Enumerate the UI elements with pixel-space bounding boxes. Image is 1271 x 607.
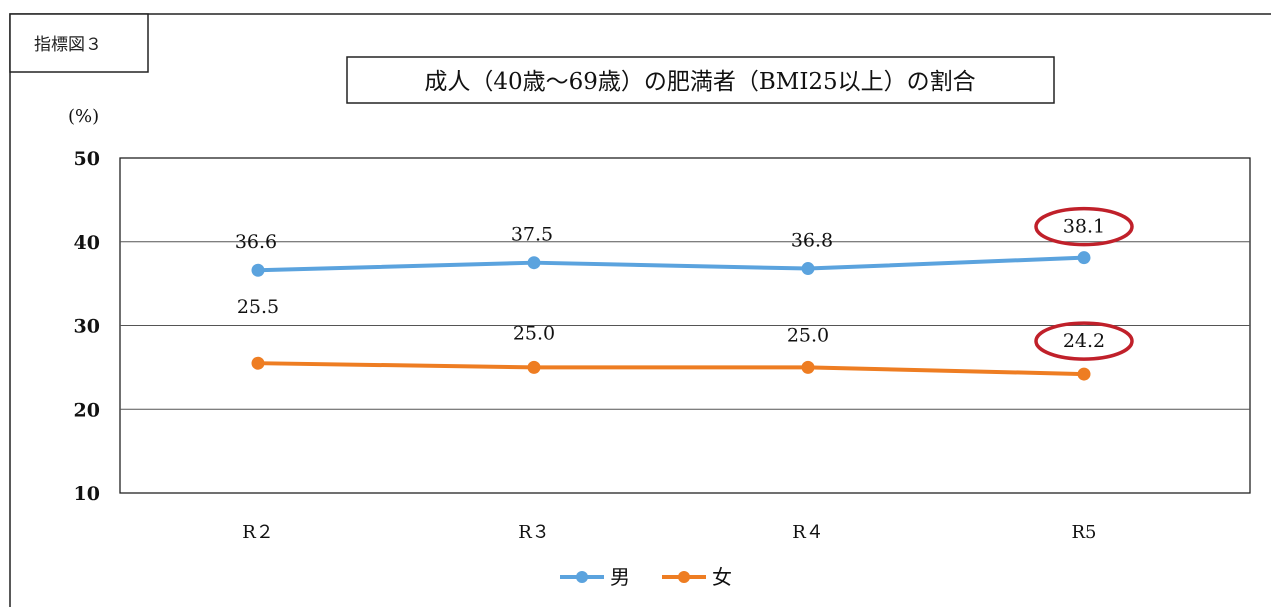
y-axis-ticks: 10 20 30 40 50 (74, 148, 100, 505)
series-1-data-label: 24.2 (1063, 330, 1105, 352)
y-tick-label: 10 (74, 483, 100, 505)
series-1-point (251, 356, 265, 370)
data-labels: 36.6 37.5 36.8 38.1 25.5 25.0 25.0 24.2 (235, 216, 1105, 352)
figure-tag: 指標図３ (34, 35, 102, 55)
series-0-point (251, 263, 265, 277)
y-tick-label: 40 (74, 232, 100, 254)
series-0-data-label: 36.8 (791, 230, 833, 252)
x-tick-label: R３ (518, 522, 550, 543)
figure-tag-box (9, 13, 149, 73)
series-1-point (801, 360, 815, 374)
y-tick-label: 20 (74, 399, 100, 421)
legend-label: 男 (610, 565, 630, 589)
legend-label: 女 (712, 565, 732, 589)
y-tick-label: 30 (74, 316, 100, 338)
series-1-data-label: 25.0 (513, 322, 555, 344)
series-1-point (1077, 367, 1091, 381)
y-unit-label: (%) (68, 106, 99, 127)
x-tick-label: R5 (1071, 522, 1096, 543)
x-tick-label: R４ (792, 522, 824, 543)
series-line-1 (257, 361, 1085, 377)
legend-swatch-marker (678, 571, 690, 583)
series-1-data-label: 25.0 (787, 324, 829, 346)
x-tick-label: R２ (242, 522, 274, 543)
series-1-point (527, 360, 541, 374)
series-1-data-label: 25.5 (237, 296, 279, 318)
x-axis-ticks: R２ R３ R４ R5 (242, 522, 1096, 543)
series-0-point (527, 256, 541, 270)
series-0-data-label: 36.6 (235, 231, 277, 253)
series-layer (251, 251, 1091, 381)
legend-swatch-marker (576, 571, 588, 583)
series-0-point (801, 262, 815, 276)
highlight-ellipse (1034, 321, 1134, 361)
series-0-point (1077, 251, 1091, 265)
y-tick-label: 50 (74, 148, 100, 170)
series-0-data-label: 38.1 (1063, 216, 1105, 238)
chart-legend: 男女 (560, 565, 732, 589)
highlight-ellipses (1034, 206, 1134, 361)
series-line-0 (257, 255, 1085, 273)
figure-frame (9, 13, 1271, 607)
chart-title: 成人（40歳～69歳）の肥満者（BMI25以上）の割合 (424, 69, 975, 95)
chart-title-box (346, 56, 1055, 104)
series-0-data-label: 37.5 (511, 224, 553, 246)
highlight-ellipse (1034, 206, 1134, 247)
